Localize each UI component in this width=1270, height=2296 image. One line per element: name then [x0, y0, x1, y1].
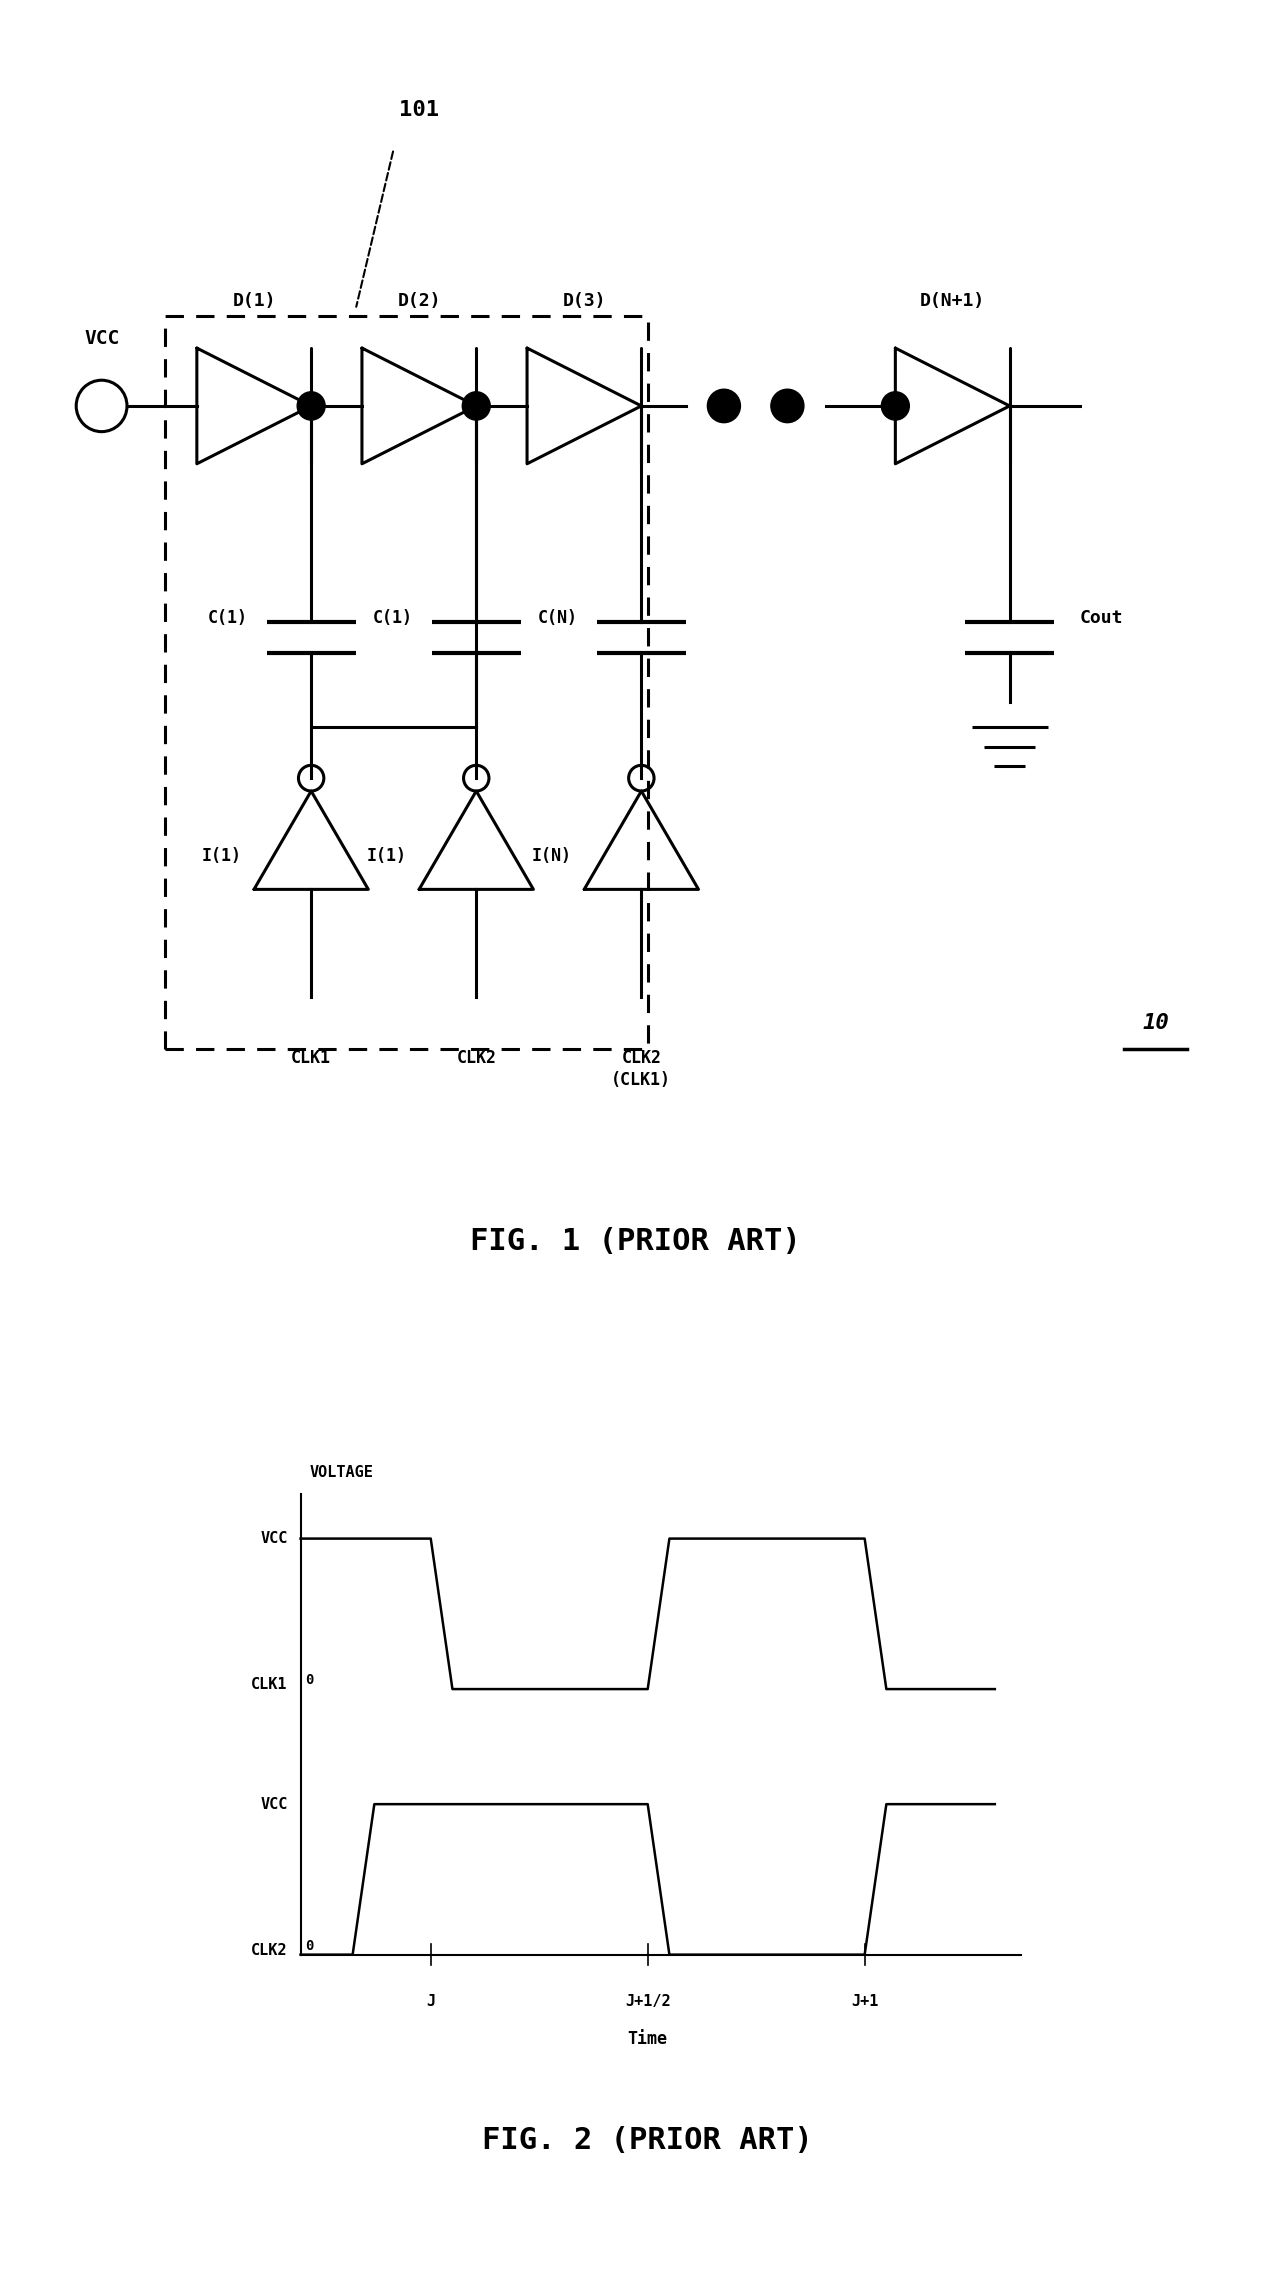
- Bar: [165, 317, 648, 1049]
- Text: CLK1: CLK1: [251, 1676, 287, 1692]
- Text: J+1/2: J+1/2: [625, 1995, 671, 2009]
- Text: I(N): I(N): [532, 847, 572, 866]
- Circle shape: [707, 390, 740, 422]
- Text: Time: Time: [627, 2030, 668, 2048]
- Text: C(N): C(N): [538, 608, 578, 627]
- Text: D(3): D(3): [563, 292, 606, 310]
- Text: I(1): I(1): [367, 847, 406, 866]
- Text: D(2): D(2): [398, 292, 441, 310]
- Text: FIG. 1 (PRIOR ART): FIG. 1 (PRIOR ART): [470, 1226, 800, 1256]
- Text: 10: 10: [1142, 1013, 1170, 1033]
- Text: VCC: VCC: [260, 1798, 287, 1812]
- Text: J+1: J+1: [851, 1995, 879, 2009]
- Circle shape: [297, 393, 325, 420]
- Text: VOLTAGE: VOLTAGE: [309, 1465, 373, 1479]
- Text: C(1): C(1): [373, 608, 413, 627]
- Text: 0: 0: [305, 1674, 314, 1688]
- Text: CLK1: CLK1: [291, 1049, 331, 1068]
- Text: D(1): D(1): [232, 292, 276, 310]
- Text: 101: 101: [399, 101, 439, 119]
- Text: VCC: VCC: [84, 328, 119, 349]
- Text: CLK2: CLK2: [456, 1049, 497, 1068]
- Text: VCC: VCC: [260, 1531, 287, 1545]
- Text: CLK2: CLK2: [251, 1942, 287, 1958]
- Text: Cout: Cout: [1080, 608, 1123, 627]
- Text: 0: 0: [305, 1938, 314, 1954]
- Text: D(N+1): D(N+1): [919, 292, 986, 310]
- Text: C(1): C(1): [208, 608, 248, 627]
- Text: FIG. 2 (PRIOR ART): FIG. 2 (PRIOR ART): [483, 2126, 813, 2156]
- Circle shape: [462, 393, 490, 420]
- Text: J: J: [427, 1995, 436, 2009]
- Text: CLK2
(CLK1): CLK2 (CLK1): [611, 1049, 672, 1088]
- Circle shape: [881, 393, 909, 420]
- Circle shape: [771, 390, 804, 422]
- Text: I(1): I(1): [202, 847, 241, 866]
